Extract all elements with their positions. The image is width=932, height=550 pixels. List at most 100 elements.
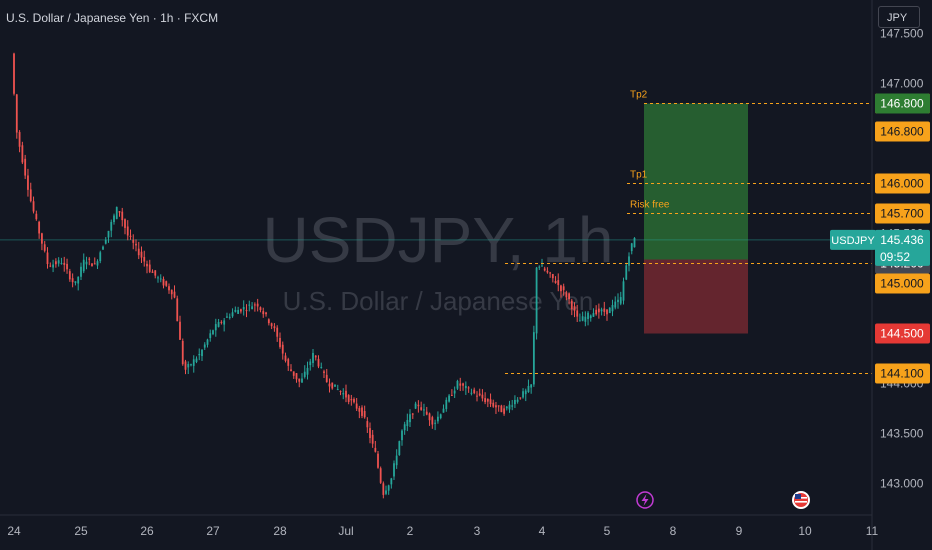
candle-body	[173, 291, 176, 298]
candle	[157, 275, 159, 283]
candle	[314, 355, 317, 361]
candle-body	[143, 256, 146, 262]
candle	[240, 308, 242, 314]
candle	[195, 356, 198, 364]
candle-body	[190, 364, 192, 366]
candle-body	[538, 266, 541, 268]
candle-body	[181, 340, 184, 365]
candle	[484, 392, 487, 405]
candle	[206, 338, 209, 348]
candle-body	[292, 371, 295, 376]
x-tick-label: 25	[74, 524, 88, 538]
us-flag-icon[interactable]	[792, 491, 810, 509]
candle-body	[262, 311, 265, 315]
target-alt-badge-label: 146.800	[880, 125, 924, 139]
candle-body	[453, 390, 456, 394]
candle-body	[38, 221, 41, 234]
loss-zone[interactable]	[644, 259, 748, 334]
candle	[414, 401, 417, 410]
candle-body	[611, 305, 614, 312]
candle-body	[366, 421, 369, 428]
candle-body	[342, 393, 345, 395]
profit-zone[interactable]	[644, 103, 748, 260]
candle	[589, 314, 592, 322]
candle	[281, 341, 284, 360]
candle-body	[543, 268, 546, 271]
x-tick-label: 27	[206, 524, 220, 538]
candle	[450, 389, 453, 397]
candle	[99, 250, 102, 264]
candle-body	[486, 398, 489, 402]
stop-price-badge-label: 144.500	[880, 327, 924, 341]
current-price-badge: 145.436 09:52	[875, 229, 930, 266]
candle-body	[110, 221, 113, 231]
x-tick-label: 4	[539, 524, 546, 538]
candle	[379, 466, 382, 484]
target-price-badge-bg	[875, 93, 930, 114]
candle-body	[85, 261, 88, 265]
candle-body	[600, 309, 603, 312]
candle	[538, 265, 541, 270]
candle	[622, 277, 625, 305]
candle	[606, 309, 608, 321]
candle	[18, 130, 21, 153]
candle	[88, 257, 91, 266]
candle-body	[287, 359, 290, 366]
candle	[292, 371, 295, 379]
candle	[560, 284, 562, 298]
currency-button[interactable]: JPY	[878, 6, 920, 28]
x-axis[interactable]: 24 25 26 27 28 Jul 2 3 4 5 8 9 10 11	[7, 524, 878, 538]
candle-body	[124, 219, 126, 228]
candle-body	[584, 316, 587, 322]
candle	[212, 329, 214, 336]
candle	[168, 283, 170, 294]
candle	[124, 218, 126, 235]
candle	[345, 384, 347, 403]
candle-body	[126, 226, 129, 236]
candle-body	[467, 387, 470, 389]
candle-body	[314, 355, 317, 358]
candle-body	[414, 403, 417, 409]
candle	[151, 269, 154, 274]
candle	[198, 348, 201, 361]
candle-body	[395, 455, 398, 466]
candle	[395, 449, 398, 469]
x-tick-label: 10	[798, 524, 812, 538]
candle	[603, 301, 606, 317]
candle	[371, 430, 374, 448]
candle	[495, 401, 497, 414]
candle-body	[248, 304, 251, 306]
candle-body	[82, 259, 85, 272]
candle-body	[603, 308, 606, 312]
candle-body	[546, 270, 549, 273]
candle-body	[347, 395, 350, 402]
candle	[184, 359, 187, 375]
candle-body	[489, 399, 492, 405]
candle-body	[137, 248, 140, 256]
candle-body	[323, 371, 325, 373]
candle-body	[592, 313, 595, 317]
candle	[121, 207, 124, 227]
candle-body	[355, 403, 358, 409]
candle-body	[201, 349, 203, 357]
candle	[279, 332, 281, 349]
candle	[363, 405, 366, 419]
candle	[377, 451, 379, 469]
candle-body	[132, 239, 135, 243]
candle	[541, 258, 543, 267]
price-levels[interactable]: Tp2 Tp1 Risk free	[505, 90, 872, 374]
candle	[382, 481, 385, 499]
candle	[251, 302, 253, 310]
candle-body	[298, 378, 301, 382]
candle-body	[234, 309, 237, 312]
level-price-badge: 144.100	[875, 363, 930, 384]
level-price-badge-label: 145.700	[880, 207, 924, 221]
candle-body	[382, 483, 385, 495]
candle	[573, 302, 576, 318]
candle	[473, 387, 476, 395]
candle-body	[434, 422, 437, 424]
lightning-icon[interactable]	[636, 491, 654, 509]
candle	[401, 429, 403, 446]
candle	[143, 250, 146, 267]
